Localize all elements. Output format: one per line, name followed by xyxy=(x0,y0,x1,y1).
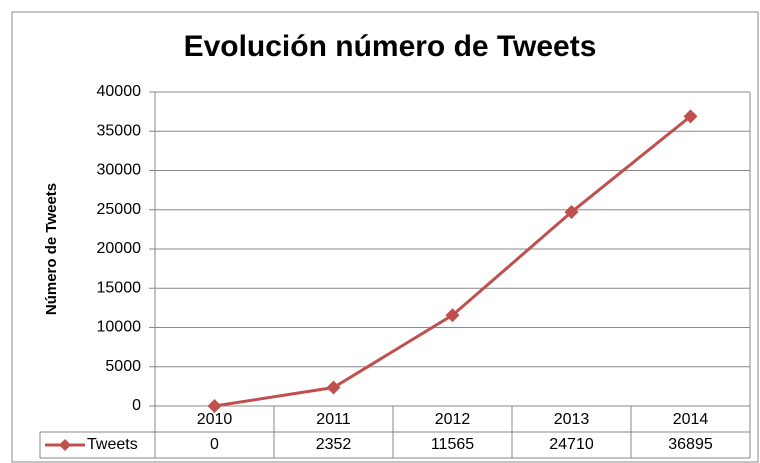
table-value: 11565 xyxy=(431,436,474,453)
table-value: 36895 xyxy=(668,436,713,453)
y-axis-label: Número de Tweets xyxy=(43,183,60,315)
y-tick-label: 25000 xyxy=(97,201,142,218)
y-tick-label: 10000 xyxy=(97,319,142,336)
legend-label: Tweets xyxy=(87,436,138,453)
x-tick-label: 2011 xyxy=(316,411,351,428)
data-point xyxy=(207,399,222,413)
table-value: 0 xyxy=(210,436,219,453)
data-point xyxy=(564,205,579,220)
y-tick-label: 0 xyxy=(132,397,141,414)
chart-title: Evolución número de Tweets xyxy=(184,30,597,63)
table-value: 2352 xyxy=(316,436,352,453)
table-value: 24710 xyxy=(549,436,594,453)
data-point xyxy=(683,109,698,124)
y-tick-label: 40000 xyxy=(97,83,142,100)
x-tick-label: 2013 xyxy=(554,411,590,428)
data-point xyxy=(326,380,341,395)
data-point xyxy=(445,308,460,323)
y-tick-label: 30000 xyxy=(97,162,142,179)
x-tick-label: 2014 xyxy=(673,411,709,428)
x-tick-label: 2012 xyxy=(435,411,471,428)
legend-marker xyxy=(59,439,71,451)
y-tick-label: 5000 xyxy=(105,358,141,375)
y-tick-label: 15000 xyxy=(97,279,142,296)
x-tick-label: 2010 xyxy=(197,411,233,428)
y-tick-label: 35000 xyxy=(97,122,142,139)
y-tick-label: 20000 xyxy=(97,240,142,257)
chart-area xyxy=(11,11,759,463)
